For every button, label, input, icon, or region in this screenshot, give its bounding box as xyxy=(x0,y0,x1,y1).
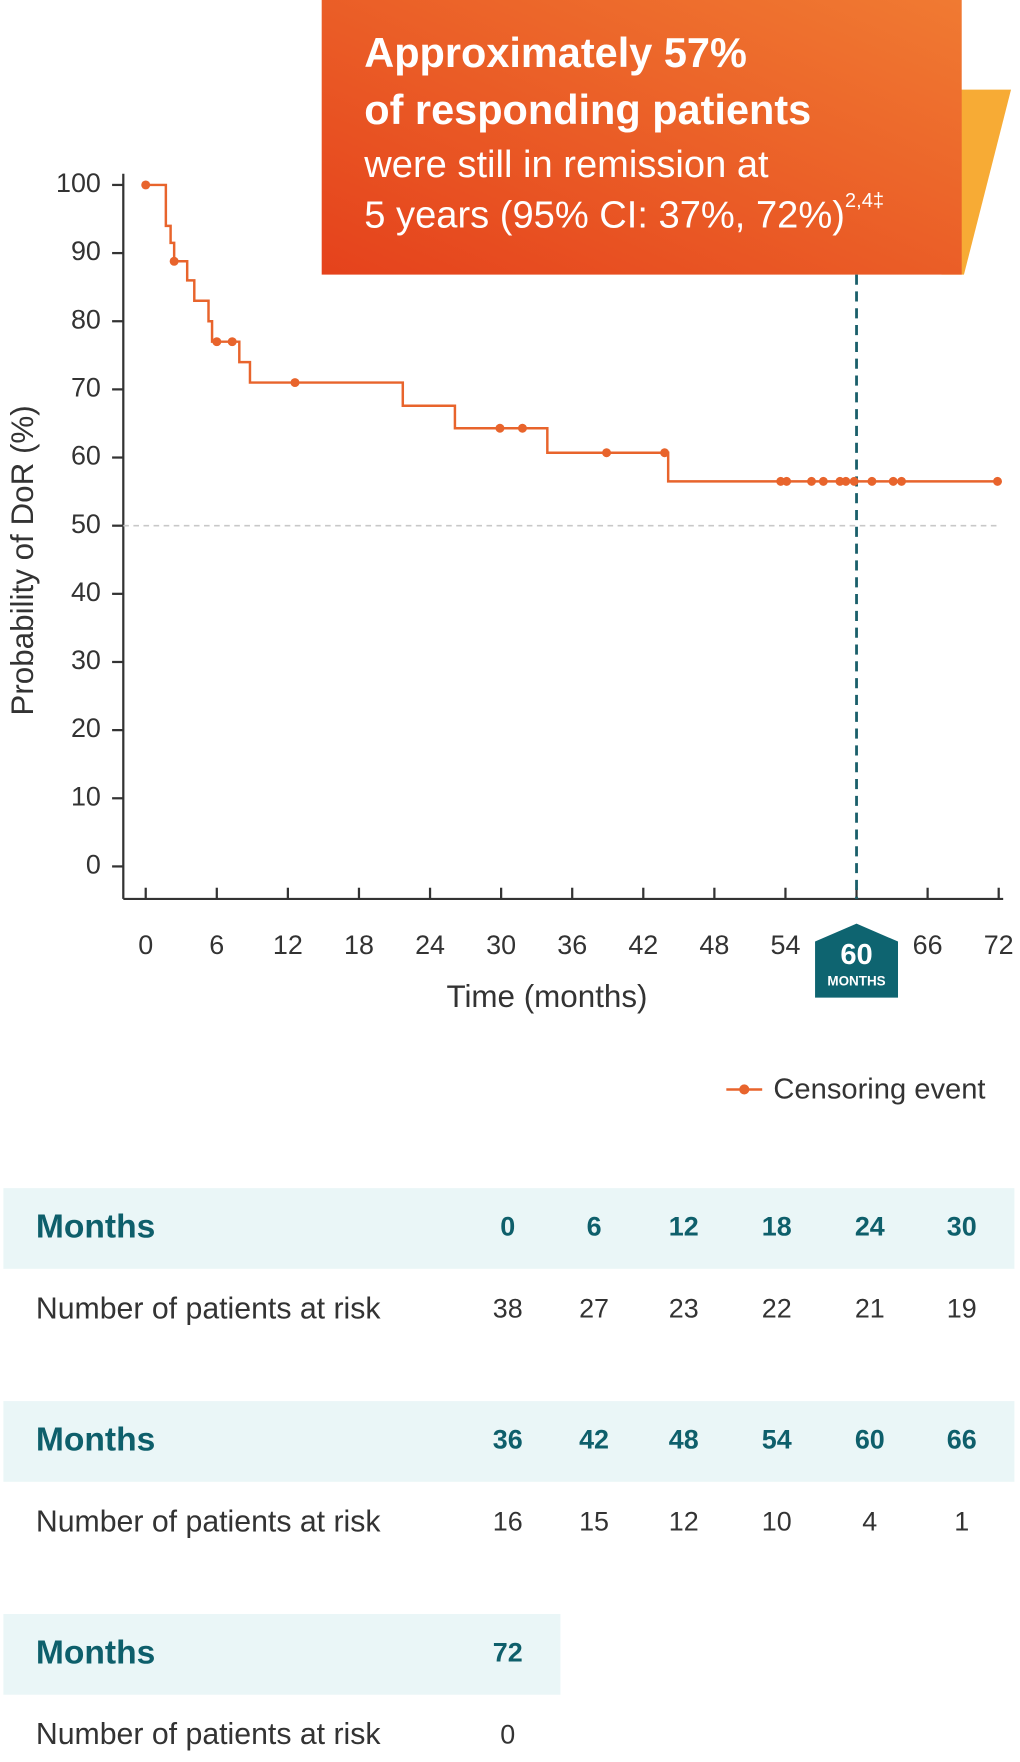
legend-label: Censoring event xyxy=(773,1073,985,1105)
x-tick-label: 24 xyxy=(415,930,445,960)
y-axis-title: Probability of DoR (%) xyxy=(5,405,40,715)
row-cell: 21 xyxy=(855,1293,885,1323)
callout-line: 5 years (95% CI: 37%, 72%)2,4‡ xyxy=(364,190,884,236)
y-tick-label: 20 xyxy=(71,713,101,743)
y-tick-label: 10 xyxy=(71,781,101,811)
highlight-caption: MONTHS xyxy=(827,973,885,988)
y-tick-label: 60 xyxy=(71,441,101,471)
header-cell: 48 xyxy=(669,1425,699,1455)
table-header-band xyxy=(3,1401,1015,1482)
censor-marker xyxy=(841,476,851,486)
x-tick-label: 48 xyxy=(699,930,729,960)
x-tick-label: 42 xyxy=(628,930,658,960)
censor-marker xyxy=(495,423,505,433)
callout-text: of responding patients xyxy=(364,86,811,133)
row-cell: 16 xyxy=(493,1506,523,1536)
x-tick-label: 6 xyxy=(209,930,224,960)
table-header-band xyxy=(3,1614,561,1695)
highlight-badge xyxy=(815,923,899,998)
row-cell: 22 xyxy=(762,1293,792,1323)
censor-marker xyxy=(141,180,151,190)
x-tick-label: 36 xyxy=(557,930,587,960)
y-tick-label: 80 xyxy=(71,304,101,334)
header-cell: 36 xyxy=(493,1425,523,1455)
x-tick-label: 72 xyxy=(984,930,1014,960)
header-cell: 24 xyxy=(855,1212,885,1242)
callout-line: Approximately 57% xyxy=(364,29,747,76)
tables: Months 0 6 12 18 24 30 Number of patients at ri… xyxy=(3,1188,1015,1751)
x-tick-label: 12 xyxy=(273,930,303,960)
row-cell: 15 xyxy=(579,1506,609,1536)
y-tick-label: 90 xyxy=(71,236,101,266)
row-cell: 38 xyxy=(493,1293,523,1323)
callout-line: of responding patients xyxy=(364,86,811,133)
row-cell: 4 xyxy=(862,1506,877,1536)
header-label: Months xyxy=(36,1421,155,1458)
censor-marker xyxy=(807,476,816,486)
censor-marker xyxy=(517,423,527,433)
censor-marker xyxy=(897,476,907,486)
censor-marker xyxy=(888,476,898,486)
row-cell: 1 xyxy=(954,1506,969,1536)
censor-marker xyxy=(660,448,670,458)
header-cell: 12 xyxy=(669,1212,699,1242)
y-tick-label: 30 xyxy=(71,645,101,675)
censor-marker xyxy=(227,337,237,347)
header-cell: 30 xyxy=(947,1212,977,1242)
callout: Approximately 57% of responding patients w… xyxy=(363,29,884,237)
censor-marker xyxy=(782,476,792,486)
y-tick-label: 100 xyxy=(56,168,101,198)
y-tick-label: 0 xyxy=(86,850,101,880)
header-cell: 18 xyxy=(762,1212,792,1242)
header-cell: 0 xyxy=(500,1212,515,1242)
y-tick-label: 40 xyxy=(71,577,101,607)
row-label: Number of patients at risk xyxy=(36,1718,382,1751)
row-cell: 27 xyxy=(579,1293,609,1323)
row-cell: 0 xyxy=(500,1719,515,1749)
callout-line: were still in remission at xyxy=(363,144,769,186)
row-label: Number of patients at risk xyxy=(36,1505,382,1538)
censor-marker xyxy=(602,448,612,458)
x-tick-label: 60 xyxy=(840,939,872,971)
row-cell: 10 xyxy=(762,1506,792,1536)
header-cell: 66 xyxy=(947,1425,977,1455)
x-tick-label: 0 xyxy=(138,930,153,960)
row-cell: 23 xyxy=(669,1293,699,1323)
chart: 0 10 20 30 40 50 60 70 80 90 100 0 6 12 18 24 30 36 42 48 54… xyxy=(5,168,1014,1105)
header-cell: 42 xyxy=(579,1425,609,1455)
header-cell: 54 xyxy=(762,1425,792,1455)
x-tick-label: 66 xyxy=(913,930,943,960)
censor-marker xyxy=(993,476,1002,486)
header-label: Months xyxy=(36,1208,155,1245)
y-tick-label: 50 xyxy=(71,509,101,539)
row-label: Number of patients at risk xyxy=(36,1292,382,1325)
table-header-band xyxy=(3,1188,1015,1269)
callout-text: 5 years (95% CI: 37%, 72%) xyxy=(364,195,845,237)
legend-marker xyxy=(739,1084,750,1095)
censor-marker xyxy=(212,337,222,347)
callout-text: were still in remission at xyxy=(363,144,769,186)
y-tick-label: 70 xyxy=(71,372,101,402)
censor-marker xyxy=(818,476,828,486)
censor-marker xyxy=(867,476,877,486)
header-cell: 6 xyxy=(587,1212,602,1242)
row-cell: 19 xyxy=(947,1293,977,1323)
header-label: Months xyxy=(36,1634,155,1671)
x-tick-label: 54 xyxy=(770,930,800,960)
censor-marker xyxy=(849,476,859,486)
censor-marker xyxy=(290,378,300,388)
header-cell: 60 xyxy=(855,1425,885,1455)
row-cell: 12 xyxy=(669,1506,699,1536)
x-tick-label: 18 xyxy=(344,930,374,960)
x-tick-label: 30 xyxy=(486,930,516,960)
header-cell: 72 xyxy=(493,1638,523,1668)
callout-box xyxy=(321,0,962,275)
censor-marker xyxy=(169,256,179,266)
x-axis-title: Time (months) xyxy=(446,979,647,1014)
callout-superscript: 2,4‡ xyxy=(845,190,884,212)
callout-text: Approximately 57% xyxy=(364,29,747,76)
